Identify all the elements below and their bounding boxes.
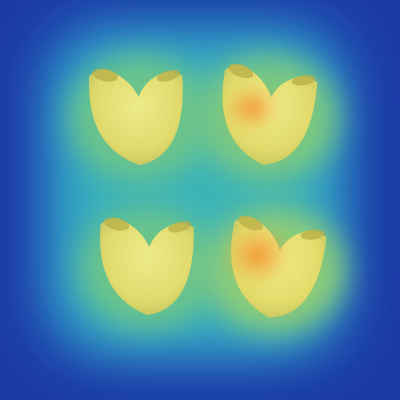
heat-hotspot [224,225,292,285]
heat-hotspot [224,84,280,132]
